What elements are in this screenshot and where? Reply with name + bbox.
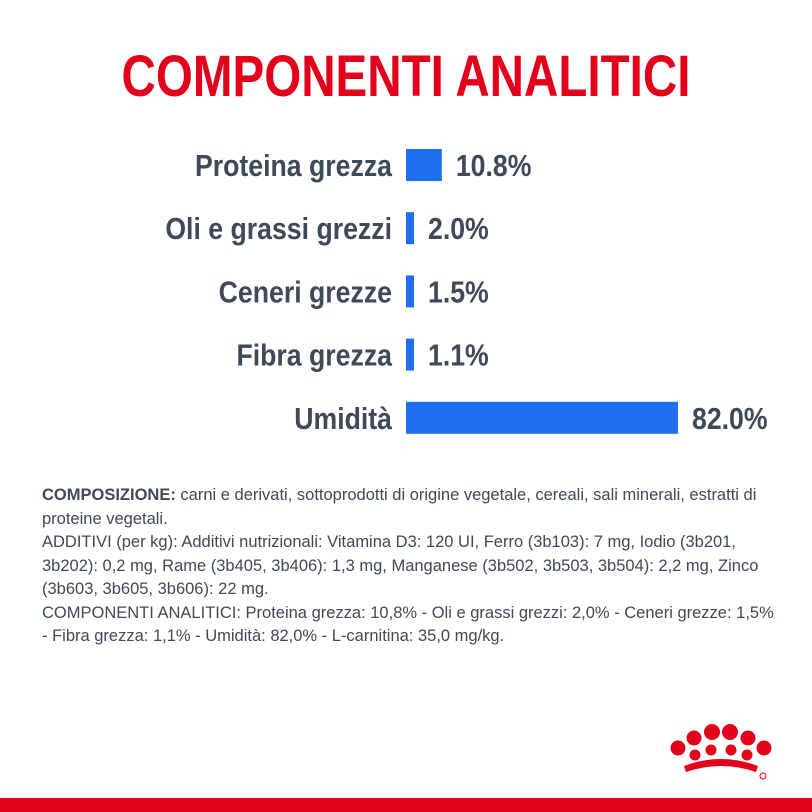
value-label: 2.0% xyxy=(428,212,489,246)
composition-text: COMPOSIZIONE: carni e derivati, sottopro… xyxy=(42,484,782,649)
value-label: 10.8% xyxy=(456,149,532,183)
composition-paragraph: COMPOSIZIONE: carni e derivati, sottopro… xyxy=(42,484,782,531)
bar xyxy=(406,149,442,181)
page-title: COMPONENTI ANALITICI xyxy=(121,44,691,109)
analytical-paragraph: COMPONENTI ANALITICI: Proteina grezza: 1… xyxy=(42,603,774,646)
royal-canin-crown-icon xyxy=(670,724,772,780)
category-label: Ceneri grezze xyxy=(219,276,392,310)
value-label: 1.5% xyxy=(428,276,489,310)
category-label: Umidità xyxy=(294,402,393,436)
bar xyxy=(406,212,414,245)
bar xyxy=(406,275,414,308)
composition-ingredients: carni e derivati, sottoprodotti di origi… xyxy=(42,486,757,528)
additives-paragraph: ADDITIVI (per kg): Additivi nutrizionali… xyxy=(42,533,759,598)
bottom-brand-bar xyxy=(0,798,812,812)
category-label: Fibra grezza xyxy=(236,339,392,373)
category-label: Proteina grezza xyxy=(195,149,393,183)
composition-label: COMPOSIZIONE: xyxy=(42,486,176,504)
category-label: Oli e grassi grezzi xyxy=(165,212,392,246)
bar xyxy=(406,401,678,434)
bar xyxy=(406,338,414,371)
value-label: 1.1% xyxy=(428,339,489,373)
value-label: 82.0% xyxy=(692,402,768,436)
